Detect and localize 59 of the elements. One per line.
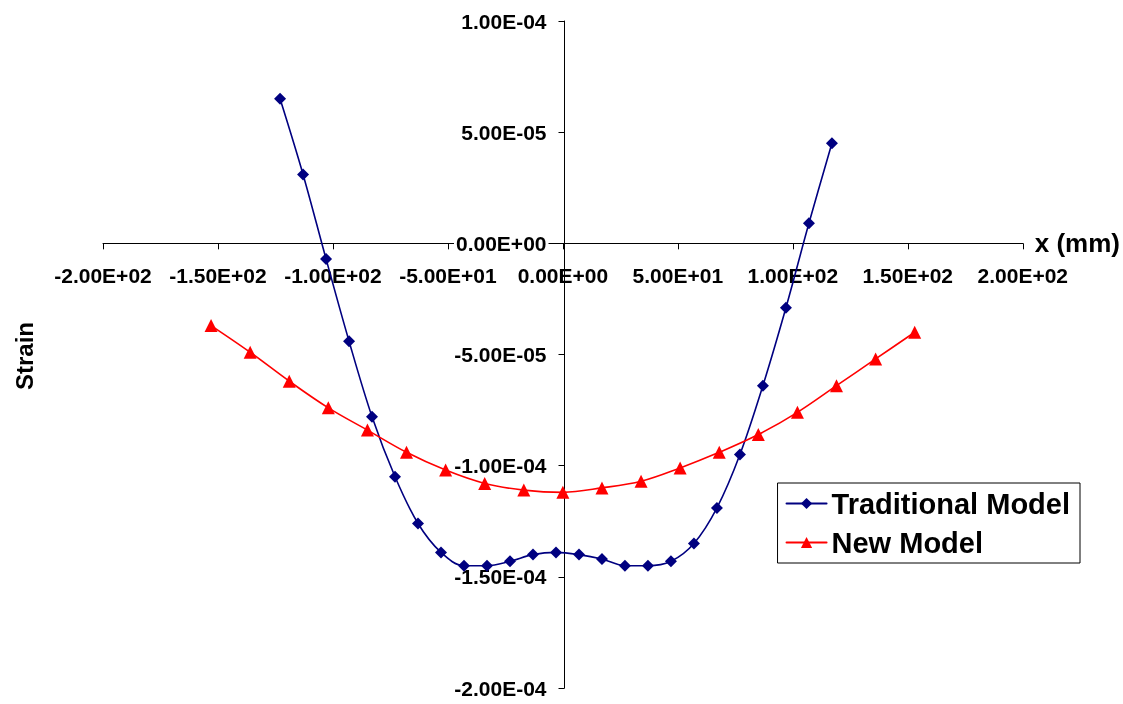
point: [664, 555, 677, 568]
point: [908, 325, 922, 339]
x-tick-label: 1.50E+02: [862, 264, 954, 288]
y-tick-label: -1.50E-04: [454, 565, 547, 589]
point: [756, 379, 769, 392]
x-axis-title: x (mm): [1034, 228, 1121, 259]
y-tick-label: -2.00E-04: [454, 676, 547, 700]
point: [733, 448, 746, 461]
point: [366, 410, 379, 423]
point: [710, 501, 723, 514]
point: [243, 345, 257, 359]
point: [526, 548, 539, 561]
point: [830, 379, 844, 393]
point: [618, 559, 631, 572]
point: [478, 476, 492, 490]
point: [802, 217, 815, 230]
point: [549, 546, 562, 559]
point: [751, 428, 765, 442]
point: [439, 463, 453, 477]
x-tick-label: -1.50E+02: [169, 264, 267, 288]
y-tick-label: -5.00E-05: [454, 343, 547, 366]
point: [274, 92, 287, 105]
point: [412, 517, 425, 530]
y-tick-label: -1.00E-04: [454, 454, 547, 478]
x-tick-label: -2.00E+02: [54, 264, 152, 288]
point: [634, 474, 648, 488]
legend-label: Traditional Model: [831, 487, 1071, 520]
point: [572, 548, 585, 561]
point: [282, 374, 296, 388]
point: [504, 555, 516, 568]
point: [673, 461, 687, 475]
y-tick-label: 1.00E-04: [461, 9, 547, 33]
point: [321, 401, 335, 415]
point: [641, 559, 654, 572]
x-tick-label: 5.00E+01: [632, 264, 724, 288]
point: [790, 405, 804, 419]
point: [435, 546, 448, 559]
x-tick-label: -5.00E+01: [399, 264, 497, 288]
point: [869, 352, 883, 366]
point: [712, 445, 726, 459]
point: [595, 553, 608, 566]
point: [595, 481, 609, 495]
x-tick-label: 2.00E+02: [977, 264, 1069, 288]
point: [320, 252, 333, 265]
y-axis-title: Strain: [10, 322, 38, 391]
point: [779, 301, 792, 314]
point: [389, 470, 402, 483]
point: [360, 423, 374, 437]
point: [556, 485, 570, 499]
point: [343, 335, 356, 348]
legend-label: New Model: [831, 526, 984, 559]
point: [204, 319, 218, 333]
point: [687, 537, 700, 550]
point: [825, 137, 838, 150]
point: [400, 445, 414, 459]
y-tick-label: 0.00E+00: [455, 231, 547, 255]
y-tick-label: 5.00E-05: [461, 120, 547, 144]
point: [297, 168, 310, 181]
point: [517, 483, 531, 497]
